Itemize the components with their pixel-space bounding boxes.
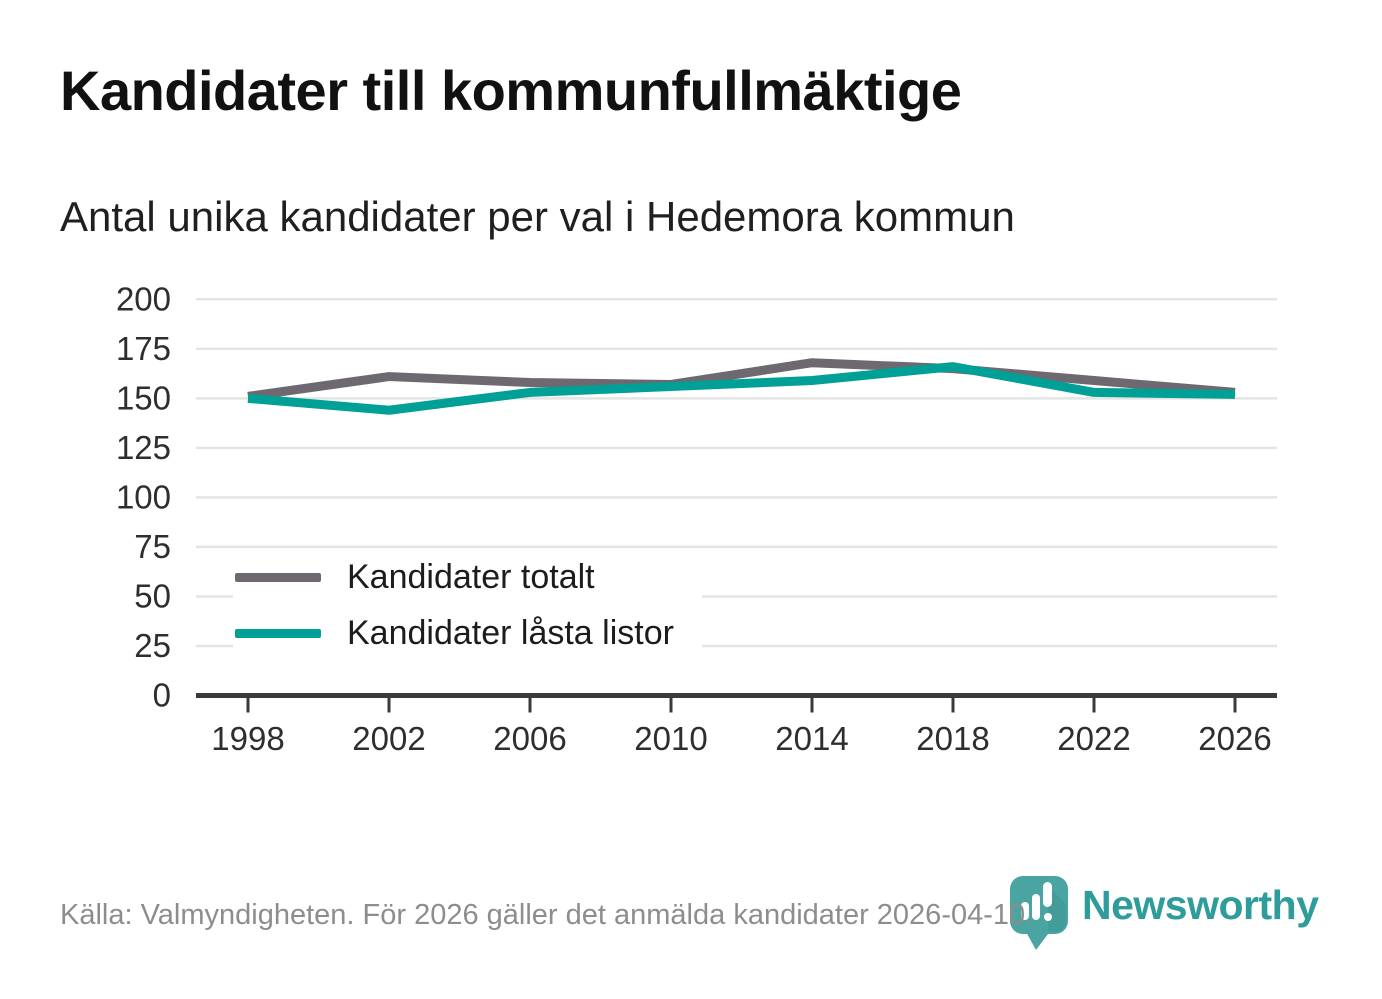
y-tick-label-75: 75 [134, 528, 171, 565]
series-line-kandidater-totalt [247, 358, 1236, 401]
newsworthy-logo: Newsworthy [1008, 874, 1319, 950]
legend-swatch-gray-line [235, 572, 321, 582]
x-tick-label-1998: 1998 [211, 720, 284, 757]
y-tick-label-25: 25 [134, 627, 171, 664]
y-tick-label-100: 100 [116, 478, 171, 515]
newsworthy-badge-icon [1010, 876, 1068, 950]
y-tick-label-175: 175 [116, 330, 171, 367]
y-tick-label-125: 125 [116, 429, 171, 466]
legend-label-kandidater-lasta-listor: Kandidater låsta listor [347, 613, 674, 652]
newsworthy-logo-text: Newsworthy [1082, 882, 1319, 928]
x-tick-label-2006: 2006 [493, 720, 566, 757]
y-tick-label-50: 50 [134, 577, 171, 614]
page-title: Kandidater till kommunfullmäktige [60, 59, 962, 122]
series-line-kandidater-l-sta-listor [247, 362, 1236, 415]
x-tick-label-2010: 2010 [634, 720, 707, 757]
source-note: Källa: Valmyndigheten. För 2026 gäller d… [60, 899, 1034, 931]
x-tick-label-2002: 2002 [352, 720, 425, 757]
x-tick-label-2022: 2022 [1057, 720, 1130, 757]
legend-swatch-teal-line [235, 628, 321, 638]
y-tick-label-200: 200 [116, 280, 171, 317]
legend-item-kandidater-totalt: Kandidater totalt [235, 555, 674, 599]
legend-item-kandidater-lasta-listor: Kandidater låsta listor [235, 611, 674, 655]
chart-subtitle: Antal unika kandidater per val i Hedemor… [60, 193, 1015, 240]
x-tick-label-2026: 2026 [1198, 720, 1271, 757]
legend-label-kandidater-totalt: Kandidater totalt [347, 557, 595, 596]
chart-legend: Kandidater totalt Kandidater låsta listo… [233, 551, 702, 665]
x-tick-label-2018: 2018 [916, 720, 989, 757]
y-tick-label-0: 0 [153, 677, 171, 714]
y-tick-label-150: 150 [116, 379, 171, 416]
x-tick-label-2014: 2014 [775, 720, 848, 757]
